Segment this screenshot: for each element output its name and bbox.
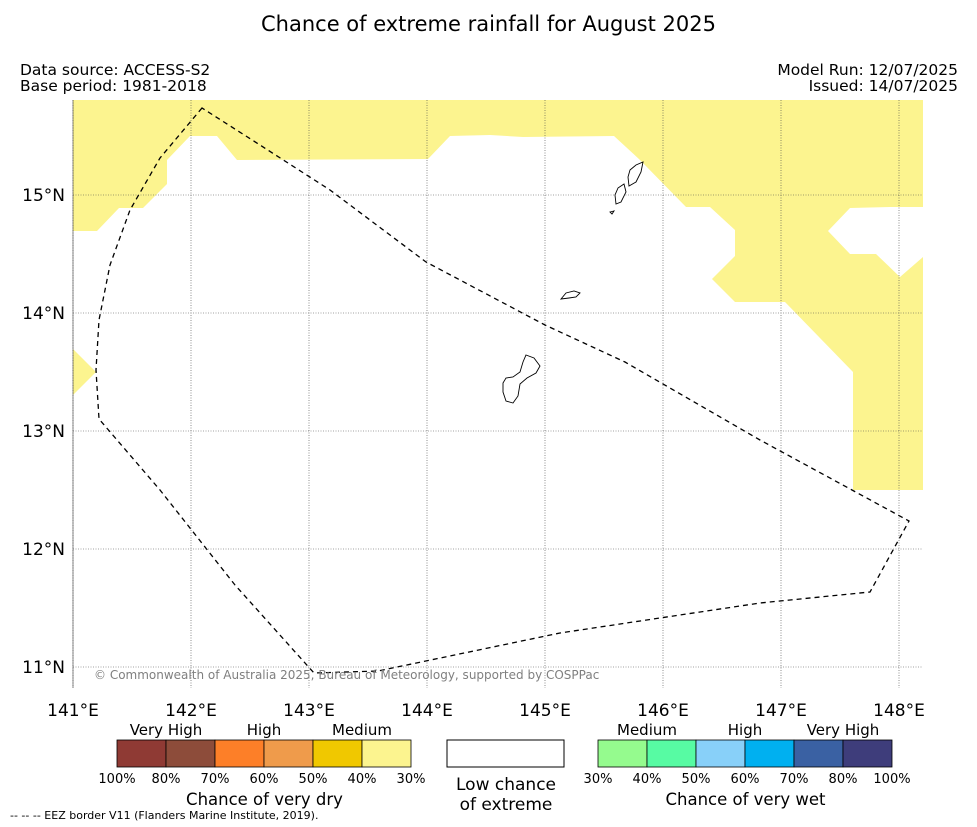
lat-label: 15°N [22,186,65,206]
legend-swatch [695,739,746,768]
legend-swatch [361,739,412,768]
legend-category-label: Medium [332,721,392,739]
legend-swatch [842,739,893,768]
data-source: Data source: ACCESS-S2 [20,61,211,79]
lat-label: 13°N [22,422,65,442]
dry-chance-overlay [73,100,923,490]
legend-category-label: Medium [617,721,677,739]
lat-label: 12°N [22,540,65,560]
legend-swatch [744,739,795,768]
legend-swatch [597,739,648,768]
run-info: Model Run: 12/07/2025 Issued: 14/07/2025 [777,62,958,94]
eez-footnote: -- -- -- EEZ border V11 (Flanders Marine… [10,809,319,822]
legend-low-line2: of extreme [459,795,553,815]
island-tinian-south [614,183,627,205]
legend-tick-label: 50% [299,772,328,787]
legend-tick-label: 70% [780,772,809,787]
legend-tick-label: 80% [152,772,181,787]
lon-label: 141°E [47,701,99,721]
island-aguijan [609,210,616,215]
island-guam [502,354,541,404]
legend-dry-title: Chance of very dry [186,790,343,809]
legend-tick-label: 50% [682,772,711,787]
islands [502,161,644,404]
legend-tick-label: 100% [98,772,135,787]
model-run: Model Run: 12/07/2025 [777,61,958,79]
legend-swatch [646,739,697,768]
medium-dry-region-north [73,100,923,490]
eez-border [95,107,910,674]
legend-wet-title: Chance of very wet [665,790,826,809]
latitude-labels: 15°N 14°N 13°N 12°N 11°N [22,186,65,678]
island-tinian-saipan [627,161,644,187]
legend-swatch [312,739,363,768]
legend-category-label: High [728,721,762,739]
legend-swatch [116,739,167,768]
legend-low-swatch [446,739,565,768]
lon-label: 148°E [873,701,925,721]
source-info: Data source: ACCESS-S2 Base period: 1981… [20,62,210,94]
legend-swatch [263,739,314,768]
issued-date: Issued: 14/07/2025 [808,77,958,95]
legend-tick-label: 40% [633,772,662,787]
legend-dry: 100% 80% 70% 60% 50% 40% 30% Very High High Mediu… [98,721,425,787]
map-title: Chance of extreme rainfall for August 20… [261,12,716,36]
legend-tick-label: 100% [873,772,910,787]
legend-tick-label: 30% [584,772,613,787]
lon-label: 142°E [165,701,217,721]
lon-label: 143°E [283,701,335,721]
legend-tick-label: 70% [201,772,230,787]
legend-tick-label: 60% [250,772,279,787]
legend-swatch [793,739,844,768]
lon-label: 146°E [637,701,689,721]
base-period: Base period: 1981-2018 [20,77,207,95]
legend-category-label: Very High [807,721,880,739]
legend-wet: 30% 40% 50% 60% 70% 80% 100% Medium High Very Hig… [584,721,911,787]
lat-label: 14°N [22,304,65,324]
legend-tick-label: 40% [348,772,377,787]
legend-swatch [214,739,265,768]
legend-swatch [165,739,216,768]
lon-label: 147°E [755,701,807,721]
island-rota [559,290,581,300]
longitude-labels: 141°E 142°E 143°E 144°E 145°E 146°E 147°E 148°E [47,701,925,721]
lon-label: 145°E [519,701,571,721]
lon-label: 144°E [401,701,453,721]
lat-label: 11°N [22,658,65,678]
legend-tick-label: 60% [731,772,760,787]
legend-category-label: Very High [130,721,203,739]
legend-category-label: High [247,721,281,739]
legend-tick-label: 80% [829,772,858,787]
medium-dry-region-west [73,349,96,395]
legend-tick-label: 30% [397,772,426,787]
legend-low-line1: Low chance [456,775,556,795]
copyright-text: © Commonwealth of Australia 2025, Bureau… [94,668,599,682]
